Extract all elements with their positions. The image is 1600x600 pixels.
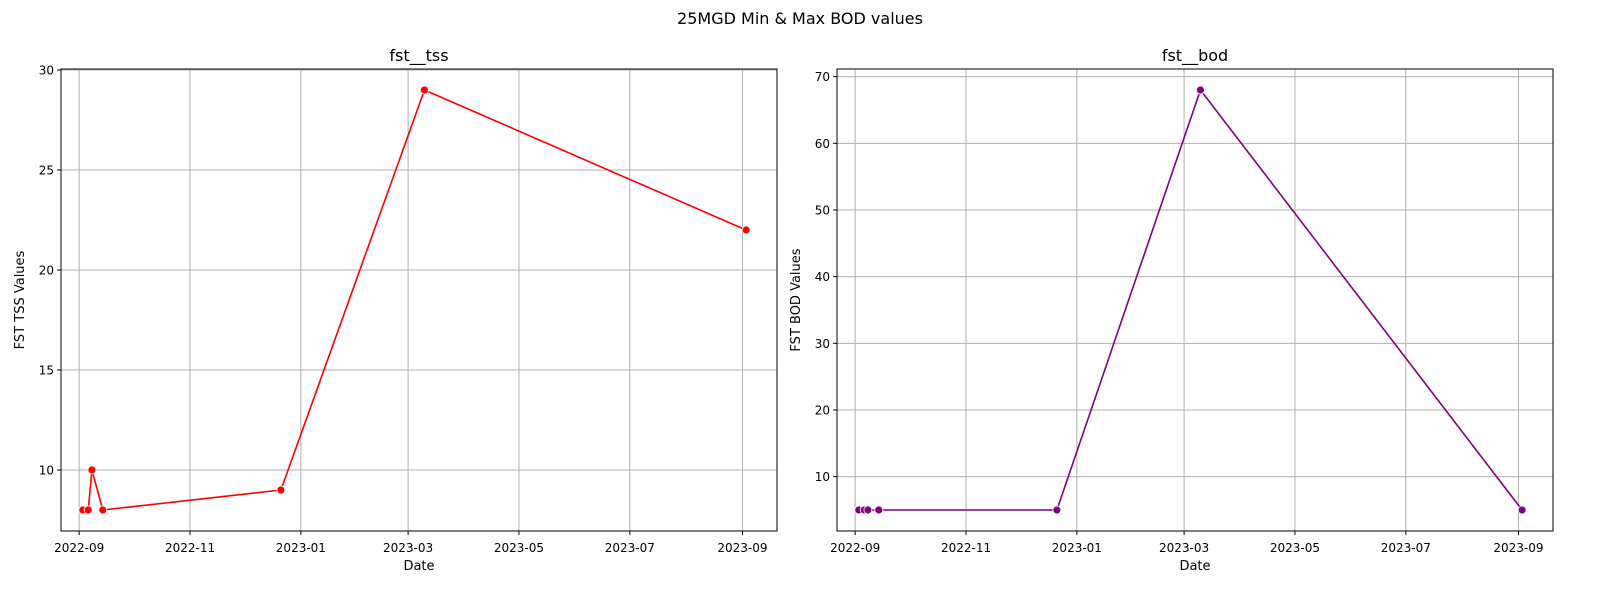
x-tick-label: 2022-11 <box>165 541 215 555</box>
data-point <box>741 225 751 235</box>
data-point <box>1196 85 1205 95</box>
x-axis-label: Date <box>1179 559 1210 574</box>
x-tick-label: 2022-09 <box>54 541 104 555</box>
data-point <box>98 505 108 515</box>
x-tick-label: 2023-01 <box>276 541 326 555</box>
x-tick-label: 2022-09 <box>830 541 880 555</box>
x-tick-label: 2023-07 <box>1381 541 1431 555</box>
y-tick-label: 70 <box>815 70 830 84</box>
y-axis-label: FST TSS Values <box>13 250 28 349</box>
data-point <box>87 465 97 475</box>
x-tick-label: 2023-05 <box>1270 541 1320 555</box>
data-point <box>874 505 884 515</box>
x-tick-label: 2023-03 <box>383 541 433 555</box>
x-tick-label: 2022-11 <box>941 541 991 555</box>
figure-suptitle: 25MGD Min & Max BOD values <box>677 9 923 28</box>
axes-frame <box>836 68 1554 532</box>
data-point <box>420 85 429 95</box>
x-axis-label: Date <box>403 559 434 574</box>
x-tick-label: 2023-09 <box>717 541 767 555</box>
y-tick-label: 30 <box>815 337 830 351</box>
y-tick-label: 50 <box>815 204 830 218</box>
y-tick-label: 20 <box>39 264 54 278</box>
series-line <box>858 89 1523 511</box>
data-point <box>1517 505 1527 515</box>
x-tick-label: 2023-01 <box>1052 541 1102 555</box>
chart-title: fst__bod <box>1162 46 1228 66</box>
y-tick-label: 10 <box>39 464 54 478</box>
data-point <box>276 485 286 495</box>
chart-panel-1: 2022-09 2022-11 2023-01 2023-03 2023-05 2023-… <box>13 46 778 574</box>
x-tick-label: 2023-09 <box>1493 541 1543 555</box>
chart-title: fst__tss <box>389 46 448 66</box>
y-tick-label: 40 <box>815 270 830 284</box>
y-tick-label: 15 <box>39 364 54 378</box>
y-tick-label: 60 <box>815 137 830 151</box>
data-point <box>863 505 873 515</box>
data-point <box>83 505 93 515</box>
y-tick-label: 20 <box>815 404 830 418</box>
chart-panel-2: 2022-09 2022-11 2023-01 2023-03 2023-05 2023-… <box>789 46 1554 574</box>
y-tick-label: 25 <box>39 164 54 178</box>
series-line <box>82 89 747 511</box>
y-tick-label: 10 <box>815 470 830 484</box>
axes-frame <box>60 68 778 532</box>
y-axis-label: FST BOD Values <box>789 248 804 351</box>
x-tick-label: 2023-07 <box>605 541 655 555</box>
x-tick-label: 2023-05 <box>494 541 544 555</box>
y-tick-label: 30 <box>39 64 54 78</box>
x-tick-label: 2023-03 <box>1159 541 1209 555</box>
data-point <box>1052 505 1062 515</box>
